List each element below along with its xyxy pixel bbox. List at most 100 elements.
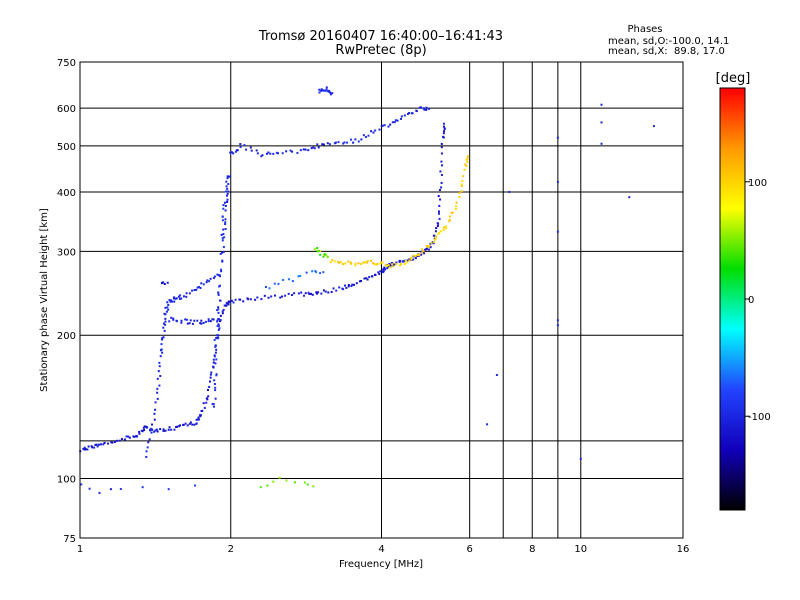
echo-point [354,264,357,267]
echo-point [219,314,222,317]
echo-point [326,255,329,258]
echo-point [313,248,316,251]
echo-point [188,292,191,295]
echo-point [358,280,361,283]
echo-point [341,263,344,266]
echo-point [221,215,224,218]
echo-point [255,149,258,152]
echo-point [167,308,170,311]
echo-point [343,141,346,144]
echo-point [182,424,185,427]
echo-point [212,361,215,364]
echo-point [377,271,380,274]
echo-point [207,395,210,398]
echo-point [326,90,329,93]
echo-point [227,190,230,193]
echo-point [133,435,136,438]
echo-point [215,348,218,351]
echo-point [384,264,387,267]
echo-point [438,189,441,192]
echo-point [256,152,259,155]
echo-point [395,262,398,265]
echo-point [440,181,443,184]
echo-point [229,151,232,154]
echo-point [430,242,433,245]
echo-point [387,264,390,267]
echo-point [345,286,348,289]
echo-point [438,231,441,234]
echo-point [425,247,428,250]
echo-point [215,374,218,377]
echo-point [466,155,469,158]
y-tick-label: 400 [57,188,76,199]
echo-point [370,130,373,133]
colorbar-tick-label: 0 [748,295,754,306]
echo-point [556,136,559,139]
stats-heading: Phases [627,24,662,35]
echo-point [164,320,167,323]
echo-point [221,219,224,222]
echo-point [161,338,164,341]
echo-point [168,426,171,429]
echo-point [249,146,252,149]
echo-point [222,207,225,210]
echo-point [391,263,394,266]
echo-point [556,319,559,322]
echo-point [272,152,275,155]
echo-point [360,263,363,266]
echo-point [239,143,242,146]
x-tick-label: 6 [466,544,472,555]
echo-point [344,262,347,265]
x-tick-label: 8 [529,544,535,555]
echo-point [277,282,280,285]
echo-point [225,194,228,197]
echo-point [332,287,335,290]
echo-point [366,278,369,281]
echo-point [428,245,431,248]
echo-point [168,299,171,302]
echo-point [166,306,169,309]
echo-point [132,435,135,438]
echo-point [438,204,441,207]
echo-point [299,149,302,152]
echo-point [437,210,440,213]
echo-point [381,124,384,127]
echo-point [354,262,357,265]
echo-point [191,423,194,426]
echo-point [274,294,277,297]
echo-point [322,271,325,274]
echo-point [343,284,346,287]
echo-point [88,487,91,490]
echo-point [185,318,188,321]
echo-point [284,294,287,297]
echo-point [272,480,275,483]
echo-point [109,488,112,491]
echo-point [209,373,212,376]
echo-point [173,300,176,303]
echo-point [312,485,315,488]
echo-point [222,251,225,254]
echo-point [83,446,86,449]
echo-point [207,320,210,323]
echo-point [205,401,208,404]
echo-point [154,429,157,432]
echo-point [458,196,461,199]
echo-point [380,261,383,264]
echo-point [118,439,121,442]
echo-point [197,416,200,419]
echo-point [486,423,489,426]
echo-point [209,277,212,280]
echo-point [191,322,194,325]
echo-point [216,319,219,322]
echo-point [419,106,422,109]
echo-point [221,259,224,262]
echo-point [213,354,216,357]
echo-point [445,227,448,230]
echo-point [652,125,655,128]
echo-point [145,455,148,458]
echo-point [322,289,325,292]
x-tick-label: 16 [677,544,690,555]
echo-point [437,195,440,198]
echo-point [352,141,355,144]
echo-point [93,446,96,449]
